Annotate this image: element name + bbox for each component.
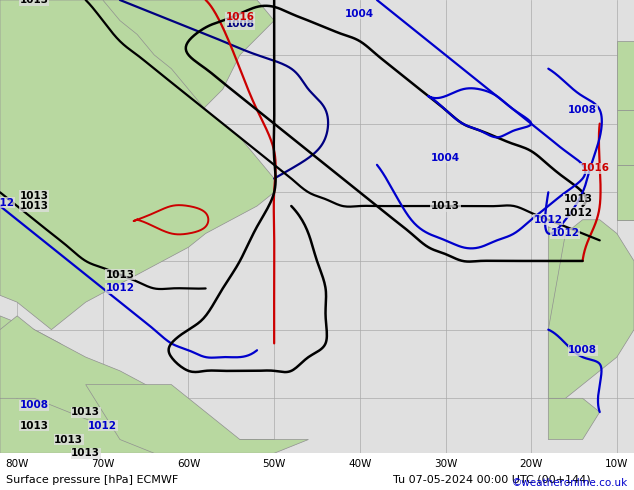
Text: 40W: 40W (348, 459, 372, 468)
Polygon shape (86, 385, 308, 453)
Polygon shape (548, 226, 617, 398)
Text: 60W: 60W (177, 459, 200, 468)
Text: 1012: 1012 (88, 421, 117, 431)
Text: 1012: 1012 (534, 215, 563, 225)
Text: 1004: 1004 (346, 9, 375, 19)
Text: 1012: 1012 (551, 228, 580, 239)
Polygon shape (0, 316, 188, 440)
Text: Tu 07-05-2024 00:00 UTC (00+144): Tu 07-05-2024 00:00 UTC (00+144) (393, 475, 591, 485)
Text: 1012: 1012 (0, 197, 15, 208)
Polygon shape (0, 316, 188, 440)
Text: 1013: 1013 (20, 421, 49, 431)
Text: 1016: 1016 (226, 12, 254, 22)
Text: 10W: 10W (605, 459, 628, 468)
Text: 1008: 1008 (568, 105, 597, 115)
Text: 1013: 1013 (20, 201, 49, 211)
Polygon shape (548, 398, 600, 440)
Text: 1008: 1008 (20, 400, 49, 410)
Polygon shape (0, 398, 274, 453)
Polygon shape (617, 165, 634, 220)
Text: Surface pressure [hPa] ECMWF: Surface pressure [hPa] ECMWF (6, 475, 179, 485)
Polygon shape (0, 385, 274, 453)
Text: 1008: 1008 (568, 345, 597, 355)
Text: 1004: 1004 (431, 153, 460, 163)
Text: 1012: 1012 (564, 208, 593, 218)
Text: 1008: 1008 (226, 19, 254, 29)
Text: 1012: 1012 (105, 283, 134, 294)
Polygon shape (617, 110, 634, 165)
Polygon shape (617, 165, 634, 220)
Text: 1013: 1013 (20, 191, 49, 201)
Polygon shape (0, 0, 274, 330)
Text: 80W: 80W (6, 459, 29, 468)
Text: 1013: 1013 (54, 435, 83, 444)
Text: ©weatheronline.co.uk: ©weatheronline.co.uk (512, 478, 628, 488)
Text: 1013: 1013 (431, 201, 460, 211)
Text: 30W: 30W (434, 459, 457, 468)
Text: 50W: 50W (262, 459, 286, 468)
Text: 1013: 1013 (20, 0, 49, 5)
Polygon shape (548, 220, 634, 398)
Text: 1013: 1013 (105, 270, 134, 280)
Text: 1013: 1013 (564, 194, 593, 204)
Polygon shape (617, 41, 634, 110)
Text: 1013: 1013 (71, 407, 100, 417)
Polygon shape (0, 0, 274, 295)
Text: 1013: 1013 (71, 448, 100, 458)
Text: 70W: 70W (91, 459, 115, 468)
Text: 20W: 20W (519, 459, 543, 468)
Text: 1016: 1016 (581, 163, 610, 173)
